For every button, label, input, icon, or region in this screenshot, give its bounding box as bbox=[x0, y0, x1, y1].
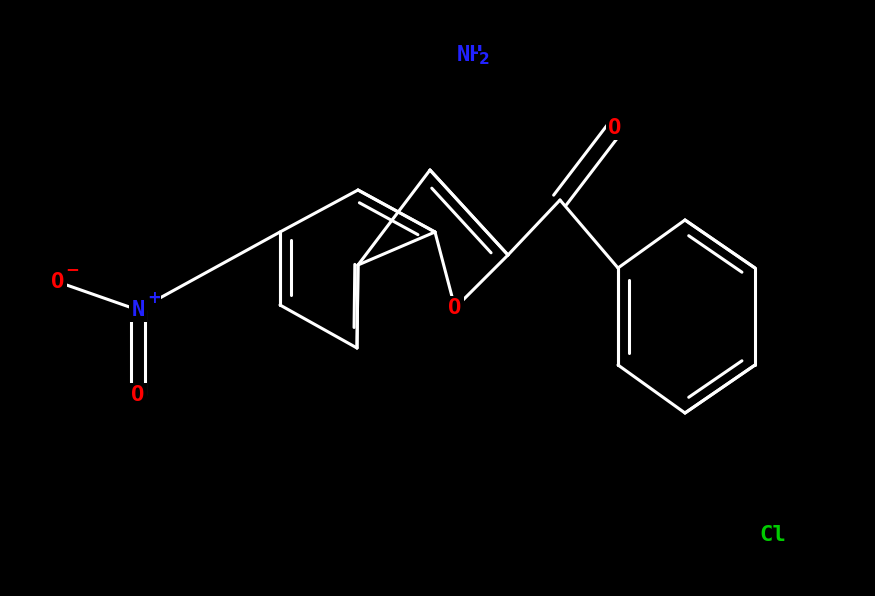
Text: −: − bbox=[65, 260, 79, 278]
Text: Cl: Cl bbox=[760, 525, 787, 545]
Text: O: O bbox=[52, 272, 65, 292]
Text: O: O bbox=[448, 298, 462, 318]
Text: N: N bbox=[131, 300, 144, 320]
Text: +: + bbox=[147, 289, 161, 307]
Text: 2: 2 bbox=[479, 51, 489, 67]
Text: NH: NH bbox=[457, 45, 483, 65]
Text: O: O bbox=[131, 385, 144, 405]
Text: O: O bbox=[608, 118, 621, 138]
